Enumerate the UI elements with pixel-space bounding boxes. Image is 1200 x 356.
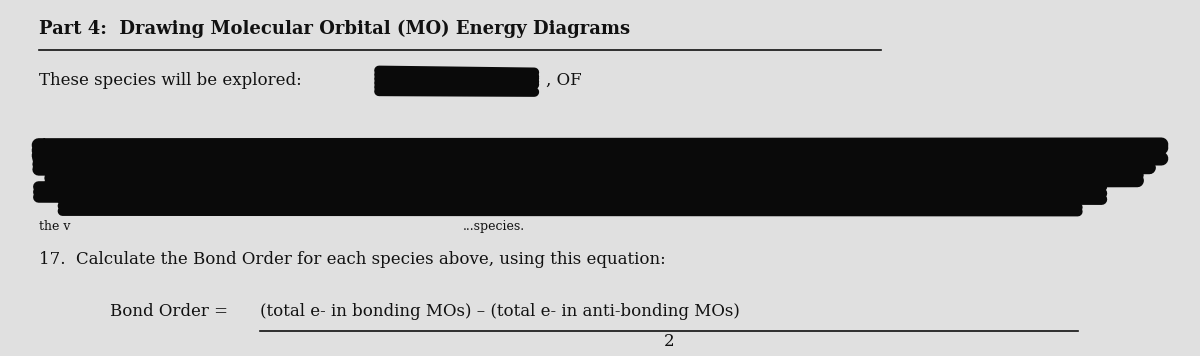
Text: 17.  Calculate the Bond Order for each species above, using this equation:: 17. Calculate the Bond Order for each sp… bbox=[38, 251, 665, 268]
Text: Bond Order =: Bond Order = bbox=[110, 303, 234, 320]
Text: ...species.: ...species. bbox=[463, 220, 524, 233]
Text: (total e- in bonding MOs) – (total e- in anti-bonding MOs): (total e- in bonding MOs) – (total e- in… bbox=[259, 303, 739, 320]
Text: These species will be explored:: These species will be explored: bbox=[38, 72, 312, 89]
Text: the v: the v bbox=[38, 220, 70, 233]
Text: 16: 16 bbox=[38, 138, 60, 155]
Text: , OF: , OF bbox=[546, 72, 582, 89]
Text: 2: 2 bbox=[664, 333, 674, 350]
Text: Part 4:  Drawing Molecular Orbital (MO) Energy Diagrams: Part 4: Drawing Molecular Orbital (MO) E… bbox=[38, 20, 630, 38]
